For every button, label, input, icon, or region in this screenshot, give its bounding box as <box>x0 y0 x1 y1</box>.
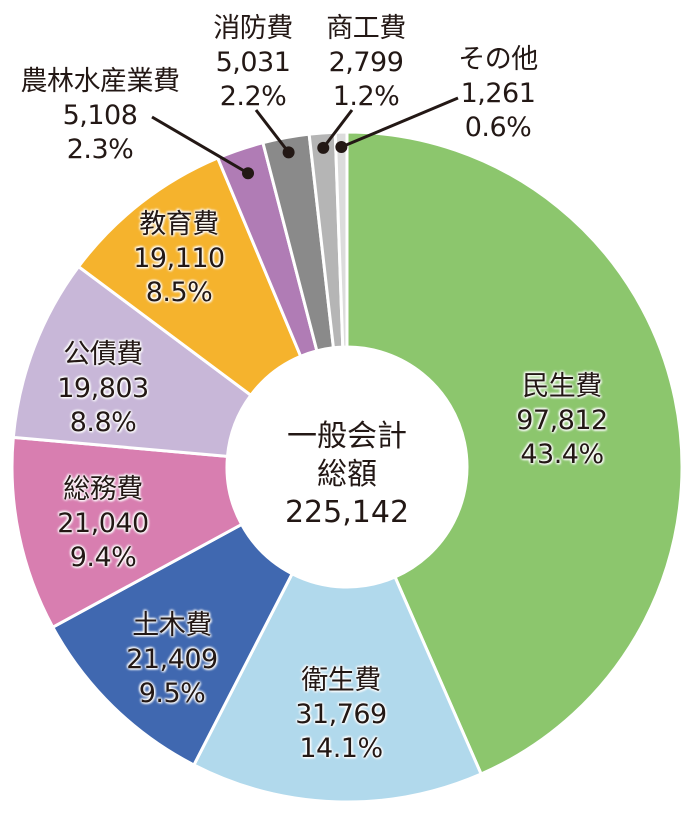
slice-percent: 43.4% <box>520 439 604 470</box>
slice-value: 31,769 <box>295 699 387 730</box>
slice-name: その他 <box>458 44 538 75</box>
slice-value: 21,040 <box>57 508 149 539</box>
slice-name: 衛生費 <box>301 665 381 696</box>
slice-percent: 2.2% <box>219 81 287 112</box>
slice-9 <box>333 130 349 349</box>
label-minsei: 民生費 97,812 43.4% <box>516 370 608 472</box>
center-line1: 一般会計 <box>287 419 407 454</box>
slice-percent: 8.5% <box>145 277 213 308</box>
leader-dot <box>242 167 255 180</box>
slice-percent: 1.2% <box>332 81 400 112</box>
leader-line <box>151 115 249 175</box>
slice-name: 民生費 <box>522 371 602 402</box>
label-doboku: 土木費 21,409 9.5% <box>126 609 218 711</box>
slice-name: 商工費 <box>326 13 406 44</box>
label-somu: 総務費 21,040 9.4% <box>57 473 149 575</box>
slice-percent: 2.3% <box>66 134 134 165</box>
slice-value: 21,409 <box>126 644 218 675</box>
label-nourin: 農林水産業費 5,108 2.3% <box>20 65 181 167</box>
slice-name: 教育費 <box>139 209 219 240</box>
slice-percent: 0.6% <box>464 112 532 143</box>
label-shoubou: 消防費 5,031 2.2% <box>213 12 293 114</box>
slice-value: 19,803 <box>57 373 149 404</box>
label-kyouiku: 教育費 19,110 8.5% <box>133 208 225 310</box>
slice-value: 97,812 <box>516 405 608 436</box>
slice-2 <box>50 522 295 767</box>
leader-lines <box>151 96 459 180</box>
leader-dot <box>317 141 330 154</box>
slice-name: 土木費 <box>132 610 212 641</box>
slice-value: 1,261 <box>460 78 536 109</box>
slice-percent: 9.4% <box>69 542 137 573</box>
slice-4 <box>11 264 253 459</box>
slice-name: 消防費 <box>213 13 293 44</box>
slice-percent: 14.1% <box>299 733 383 764</box>
slice-3 <box>10 435 244 630</box>
leader-line <box>254 109 290 154</box>
center-total: 225,142 <box>284 495 410 530</box>
leader-line <box>340 96 459 149</box>
slice-percent: 9.5% <box>138 678 206 709</box>
slice-name: 公債費 <box>63 339 143 370</box>
center-line2: 総額 <box>317 457 377 492</box>
leader-line <box>322 109 354 149</box>
slice-name: 総務費 <box>63 474 143 505</box>
label-sonota: その他 1,261 0.6% <box>458 43 538 145</box>
slice-value: 5,108 <box>62 100 138 131</box>
slice-value: 19,110 <box>133 243 225 274</box>
slice-value: 5,031 <box>215 47 291 78</box>
slice-0 <box>345 130 684 776</box>
label-eisei: 衛生費 31,769 14.1% <box>295 664 387 766</box>
slice-value: 2,799 <box>328 47 404 78</box>
label-kousai: 公債費 19,803 8.8% <box>57 338 149 440</box>
leader-dot <box>282 146 295 159</box>
donut-slices <box>10 130 684 804</box>
label-shoukou: 商工費 2,799 1.2% <box>326 12 406 114</box>
slice-percent: 8.8% <box>69 407 137 438</box>
center-total-label: 一般会計 総額 225,142 <box>285 418 409 532</box>
slice-1 <box>191 571 484 804</box>
leader-dot <box>335 141 348 154</box>
slice-name: 農林水産業費 <box>20 66 181 97</box>
